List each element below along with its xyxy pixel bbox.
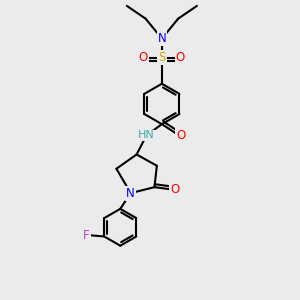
Text: N: N [158, 32, 166, 45]
Text: O: O [176, 51, 185, 64]
Text: O: O [170, 183, 179, 196]
Text: O: O [176, 129, 185, 142]
Text: N: N [126, 187, 135, 200]
Text: O: O [139, 51, 148, 64]
Text: HN: HN [138, 130, 155, 140]
Text: S: S [158, 51, 166, 64]
Text: F: F [83, 229, 90, 242]
